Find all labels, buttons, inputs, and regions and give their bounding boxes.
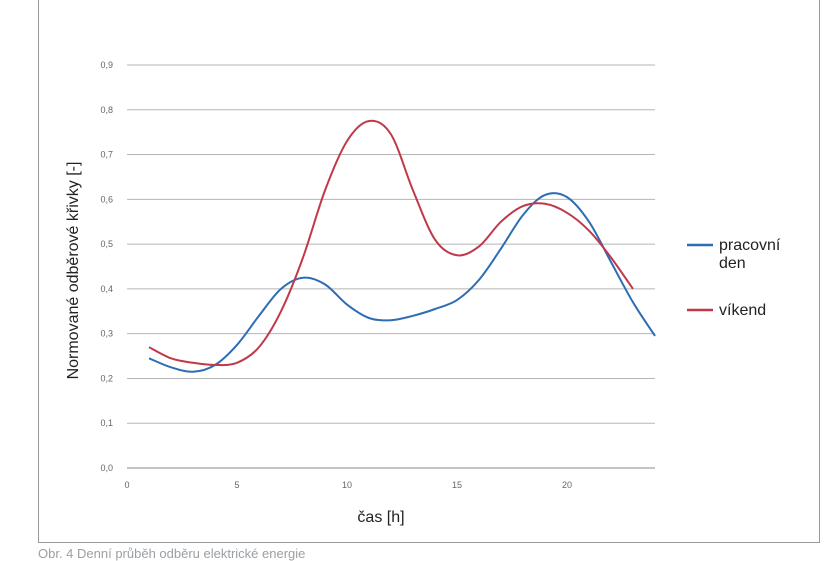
y-tick-label: 0,4	[100, 284, 113, 294]
chart-frame: 0,0 0,1 0,2 0,3 0,4 0,5 0,6 0,7 0,8 0,9 0 5 10 15 20 …	[38, 0, 820, 543]
x-tick-label: 0	[124, 480, 129, 490]
series-line-1	[148, 192, 656, 373]
legend: pracovní den víkend	[687, 237, 781, 319]
y-tick-label: 0,7	[100, 150, 113, 160]
y-tick-label: 0,9	[100, 60, 113, 70]
x-tick-label: 10	[342, 480, 352, 490]
y-axis-label: Normované odběrové křivky [-]	[65, 162, 82, 380]
line-chart: 0,00,10,20,30,40,50,60,70,80,9 0 5 10 15 20 …	[65, 60, 781, 526]
series-line-2	[148, 119, 634, 367]
y-tick-label: 0,2	[100, 373, 113, 383]
x-tick-label: 15	[452, 480, 462, 490]
x-tick-label: 20	[562, 480, 572, 490]
figure-caption: Obr. 4 Denní průběh odběru elektrické en…	[38, 546, 306, 561]
y-tick-label: 0,1	[100, 418, 113, 428]
x-tick-labels: 0 5 10 15 20	[124, 480, 572, 490]
y-tick-label: 0,5	[100, 239, 113, 249]
x-axis-label: čas [h]	[357, 509, 404, 526]
legend-label-1: pracovní den	[719, 237, 781, 272]
grid-lines	[127, 64, 655, 424]
y-tick-labels: 0,0 0,1 0,2 0,3 0,4 0,5 0,6 0,7 0,8 0,9	[100, 60, 113, 473]
y-tick-label: 0,0	[100, 463, 113, 473]
y-tick-label: 0,6	[100, 194, 113, 204]
y-tick-label: 0,8	[100, 105, 113, 115]
series-group	[148, 119, 656, 373]
y-tick-label: 0,3	[100, 329, 113, 339]
legend-label-2: víkend	[719, 302, 766, 319]
x-tick-label: 5	[234, 480, 239, 490]
